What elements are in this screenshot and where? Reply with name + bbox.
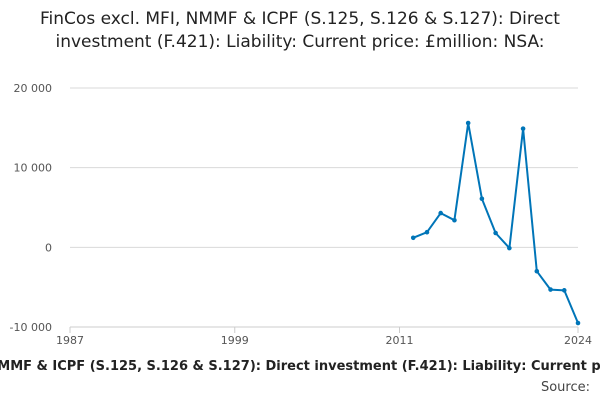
data-point — [424, 229, 430, 235]
y-tick-label: 0 — [45, 241, 52, 254]
x-tick-labels: 1987 1999 2011 2024 — [56, 334, 592, 347]
x-tick-label: 2011 — [386, 334, 414, 347]
data-point — [465, 120, 471, 126]
x-tick-label: 1999 — [221, 334, 249, 347]
x-axis-title: FinCos excl. MFI, NMMF & ICPF (S.125, S.… — [0, 359, 600, 377]
data-point — [534, 268, 540, 274]
x-axis — [69, 326, 579, 333]
data-point — [410, 235, 416, 241]
data-point — [575, 320, 581, 326]
chart-title: FinCos excl. MFI, NMMF & ICPF (S.125, S.… — [40, 9, 560, 52]
x-axis-title-text: FinCos excl. MFI, NMMF & ICPF (S.125, S.… — [0, 359, 600, 374]
x-tick-label: 1987 — [56, 334, 84, 347]
data-point — [479, 196, 485, 202]
y-tick-label: 10 000 — [14, 162, 53, 175]
data-point — [520, 126, 526, 131]
data-point — [493, 230, 498, 236]
y-tick-labels: 20 000 10 000 0 -10 000 — [10, 82, 52, 334]
data-point — [438, 210, 444, 216]
data-point — [507, 245, 512, 251]
data-point — [561, 288, 567, 293]
source-label: Source: — [540, 380, 590, 395]
y-tick-label: 20 000 — [14, 82, 53, 95]
data-point — [548, 287, 553, 292]
data-point — [452, 217, 457, 223]
y-tick-label: -10 000 — [10, 321, 52, 334]
series — [410, 120, 581, 326]
gridlines — [70, 87, 578, 328]
x-tick-label: 2024 — [564, 334, 592, 347]
series-line — [412, 122, 579, 324]
